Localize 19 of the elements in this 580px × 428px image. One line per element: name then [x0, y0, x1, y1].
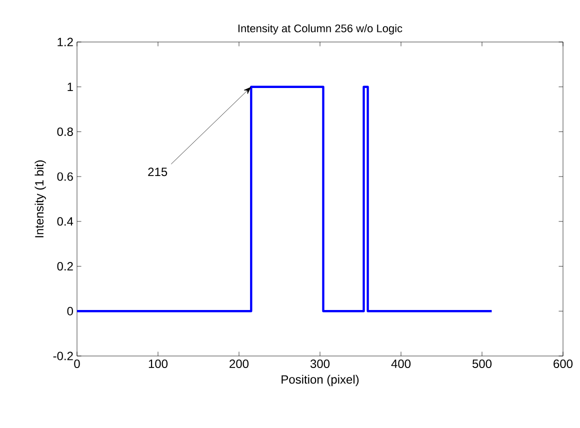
- x-tick-label: 400: [391, 360, 411, 368]
- y-tick-label: 1: [68, 82, 73, 91]
- y-tick-label: 0.4: [57, 217, 74, 226]
- y-tick-label: 0.2: [57, 262, 73, 271]
- chart-title: Intensity at Column 256 w/o Logic: [238, 24, 402, 34]
- x-tick-label: 200: [230, 360, 249, 368]
- x-axis-title: Position (pixel): [282, 374, 359, 386]
- y-tick-label: 0.6: [57, 172, 73, 181]
- x-tick-label: 500: [472, 360, 492, 368]
- x-tick-label: 300: [310, 360, 330, 368]
- y-axis-title: Intensity (1 bit): [34, 160, 46, 238]
- y-tick-label: 0: [67, 306, 74, 316]
- x-tick-label: 600: [554, 360, 573, 368]
- x-tick-label: 0: [74, 360, 80, 368]
- y-tick-label: -0.2: [53, 352, 73, 360]
- annotation: 215: [148, 168, 168, 176]
- y-tick-label: 0.8: [57, 127, 73, 136]
- x-tick-label: 100: [148, 360, 168, 368]
- y-tick-label: 1.2: [58, 38, 73, 46]
